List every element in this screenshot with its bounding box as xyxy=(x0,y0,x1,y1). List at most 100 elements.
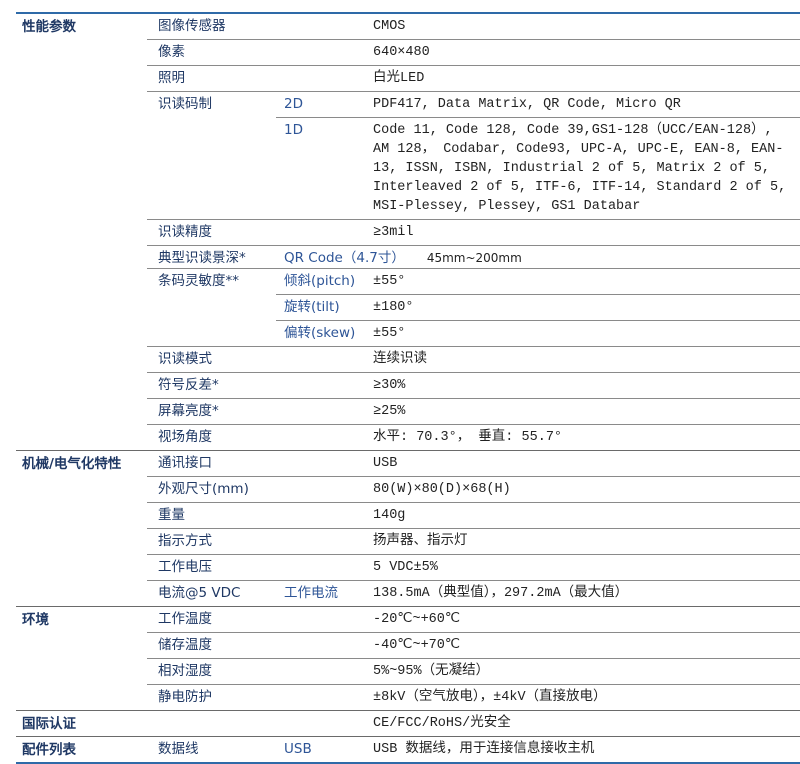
spec-value: CMOS xyxy=(368,12,800,40)
spec-label: 条码灵敏度** xyxy=(147,268,276,347)
spec-label: 静电防护 xyxy=(147,684,276,711)
table-row: 识读模式 连续识读 xyxy=(16,346,800,373)
table-row: 符号反差* ≥30% xyxy=(16,372,800,399)
table-row: 外观尺寸(mm) 80(W)×80(D)×68(H) xyxy=(16,476,800,503)
spec-sub-label xyxy=(276,65,368,92)
spec-sub-label xyxy=(276,39,368,66)
section-category: 国际认证 xyxy=(16,710,147,737)
spec-label: 电流@5 VDC xyxy=(147,580,276,607)
spec-label: 识读精度 xyxy=(147,219,276,246)
table-row: 旋转(tilt) ±180° xyxy=(16,294,800,321)
table-row: 像素 640×480 xyxy=(16,39,800,66)
table-row: 识读精度 ≥3mil xyxy=(16,219,800,246)
spec-value: ≥3mil xyxy=(368,219,800,246)
spec-sub-label xyxy=(276,528,368,555)
spec-sub-label xyxy=(276,219,368,246)
spec-sub-label xyxy=(276,658,368,685)
spec-sub-label xyxy=(276,632,368,659)
table-row: 视场角度 水平: 70.3°， 垂直: 55.7° xyxy=(16,424,800,451)
spec-value: 640×480 xyxy=(368,39,800,66)
spec-value: 5 VDC±5% xyxy=(368,554,800,581)
spec-label: 指示方式 xyxy=(147,528,276,555)
table-row: 相对湿度 5%~95%（无凝结） xyxy=(16,658,800,685)
table-row: 条码灵敏度** 倾斜(pitch) ±55° xyxy=(16,268,800,347)
spec-value: USB xyxy=(368,450,800,477)
spec-sub-label: 偏转(skew) xyxy=(276,320,368,347)
spec-sub-and-value: QR Code（4.7寸） 45mm~200mm xyxy=(276,245,800,269)
table-row: 识读码制 2D PDF417, Data Matrix, QR Code, Micr… xyxy=(16,91,800,220)
spec-sub-label: 1D xyxy=(276,117,368,220)
spec-sub-label xyxy=(276,450,368,477)
table-row: 储存温度 -40℃~+70℃ xyxy=(16,632,800,659)
spec-value: -20℃~+60℃ xyxy=(368,606,800,633)
spec-sub-label xyxy=(276,710,368,737)
spec-sub-label: 倾斜(pitch) xyxy=(276,268,368,295)
spec-sub-label: 工作电流 xyxy=(276,580,368,607)
spec-sub-label xyxy=(276,398,368,425)
spec-sub-label: 旋转(tilt) xyxy=(276,294,368,321)
spec-label: 屏幕亮度* xyxy=(147,398,276,425)
table-row: 机械/电气化特性 通讯接口 USB xyxy=(16,450,800,607)
spec-value: 140g xyxy=(368,502,800,529)
table-row: 1D Code 11, Code 128, Code 39,GS1-128（UCC… xyxy=(16,117,800,220)
spec-sub-label: QR Code（4.7寸） xyxy=(284,250,405,266)
spec-label: 识读码制 xyxy=(147,91,276,220)
spec-value: Code 11, Code 128, Code 39,GS1-128（UCC/E… xyxy=(368,117,800,220)
spec-sub-label xyxy=(276,424,368,451)
spec-label: 工作电压 xyxy=(147,554,276,581)
spec-label: 典型识读景深* xyxy=(147,245,276,269)
spec-label: 照明 xyxy=(147,65,276,92)
table-row: 性能参数 图像传感器 CMOS xyxy=(16,12,800,40)
spec-sub-label xyxy=(276,372,368,399)
spec-value: 138.5mA（典型值），297.2mA（最大值） xyxy=(368,580,800,607)
spec-value: 白光LED xyxy=(368,65,800,92)
section-category: 性能参数 xyxy=(22,19,76,35)
spec-table: 性能参数 图像传感器 CMOS 像素 640×480 照明 白光LED 识读码制 2D PDF41… xyxy=(16,12,800,764)
spec-value: PDF417, Data Matrix, QR Code, Micro QR xyxy=(368,91,800,118)
section-category: 配件列表 xyxy=(16,736,147,763)
table-row: 电流@5 VDC 工作电流 138.5mA（典型值），297.2mA（最大值） xyxy=(16,580,800,607)
spec-value: CE/FCC/RoHS/光安全 xyxy=(368,710,800,737)
spec-sub-label xyxy=(276,684,368,711)
spec-label: 数据线 xyxy=(147,736,276,763)
spec-value: ±8kV（空气放电），±4kV（直接放电） xyxy=(368,684,800,711)
spec-value: -40℃~+70℃ xyxy=(368,632,800,659)
spec-value: 45mm~200mm xyxy=(426,251,522,265)
spec-sub-label xyxy=(276,346,368,373)
table-row: 典型识读景深* QR Code（4.7寸） 45mm~200mm xyxy=(16,245,800,269)
spec-label xyxy=(147,710,276,737)
section-category: 环境 xyxy=(16,606,147,711)
spec-label: 工作温度 xyxy=(147,606,276,633)
spec-label: 外观尺寸(mm) xyxy=(147,476,276,503)
spec-sub-label: 2D xyxy=(276,91,368,118)
spec-sub-label xyxy=(276,606,368,633)
spec-sub-label xyxy=(276,554,368,581)
spec-value: ±180° xyxy=(368,294,800,321)
spec-label: 符号反差* xyxy=(147,372,276,399)
spec-value: ±55° xyxy=(368,268,800,295)
spec-label: 图像传感器 xyxy=(147,12,276,40)
spec-sub-label xyxy=(276,502,368,529)
spec-value: 水平: 70.3°， 垂直: 55.7° xyxy=(368,424,800,451)
table-row: 照明 白光LED xyxy=(16,65,800,92)
table-row: 配件列表 数据线 USB USB 数据线，用于连接信息接收主机 xyxy=(16,736,800,763)
spec-value: 80(W)×80(D)×68(H) xyxy=(368,476,800,503)
spec-value: 连续识读 xyxy=(368,346,800,373)
spec-label: 通讯接口 xyxy=(147,450,276,477)
spec-sub-label xyxy=(276,476,368,503)
spec-value: 5%~95%（无凝结） xyxy=(368,658,800,685)
spec-value: ≥25% xyxy=(368,398,800,425)
spec-label: 重量 xyxy=(147,502,276,529)
spec-label: 识读模式 xyxy=(147,346,276,373)
table-row: 工作电压 5 VDC±5% xyxy=(16,554,800,581)
spec-value: ±55° xyxy=(368,320,800,347)
table-row: 重量 140g xyxy=(16,502,800,529)
spec-label: 相对湿度 xyxy=(147,658,276,685)
spec-sub-label: USB xyxy=(276,736,368,763)
table-row: 国际认证 CE/FCC/RoHS/光安全 xyxy=(16,710,800,737)
table-row: 静电防护 ±8kV（空气放电），±4kV（直接放电） xyxy=(16,684,800,711)
spec-label: 像素 xyxy=(147,39,276,66)
table-row: 偏转(skew) ±55° xyxy=(16,320,800,347)
spec-label: 视场角度 xyxy=(147,424,276,451)
table-row: 环境 工作温度 -20℃~+60℃ xyxy=(16,606,800,711)
